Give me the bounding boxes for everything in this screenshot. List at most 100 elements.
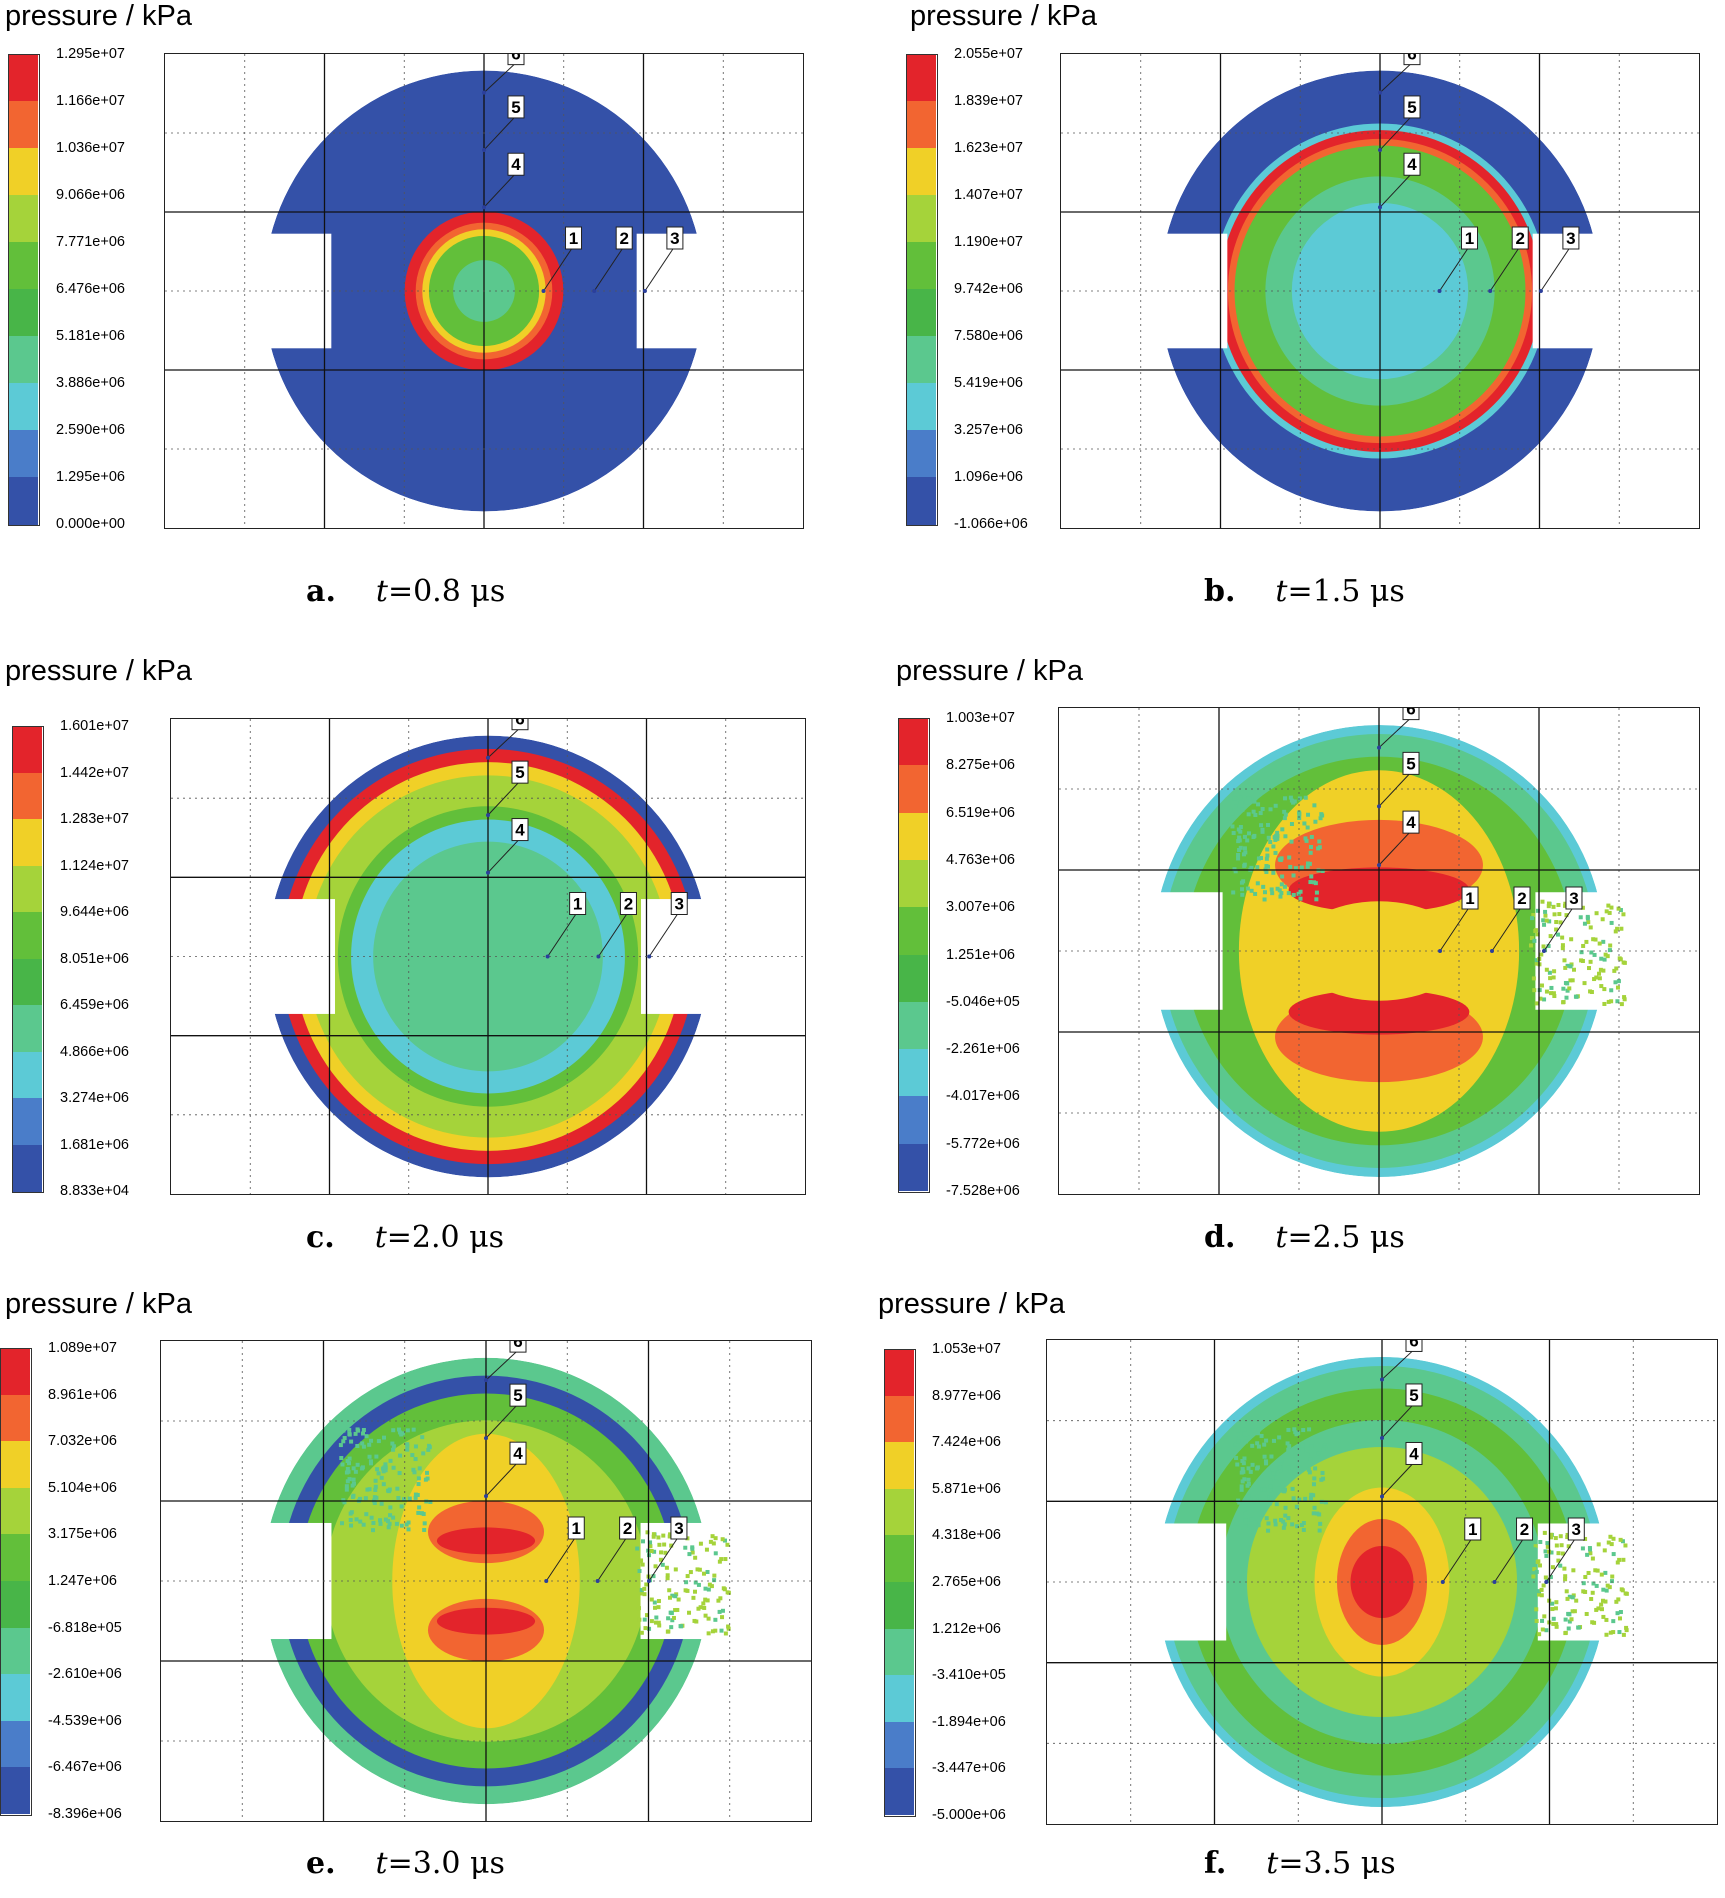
fragment [1241,852,1246,857]
gauge-marker-label: 4 [1406,813,1416,832]
fragment [649,1597,654,1602]
panel-a: pressure / kPa 1.295e+07 1.166e+07 1.036e+… [0,0,862,630]
fragment [1607,910,1612,915]
fragment [1286,891,1291,896]
fragment [1230,824,1235,829]
gauge-marker-label: 2 [623,1519,632,1538]
fragment [1264,869,1269,874]
fragment [406,1520,411,1525]
fragment [723,1631,728,1636]
fragment [1307,1427,1312,1432]
fragment [651,1574,656,1579]
fragment [1549,1550,1554,1555]
fragment [1540,899,1545,904]
fragment [1289,839,1294,844]
fragment [1273,1518,1278,1523]
fragment [1243,1518,1248,1523]
fragment [634,1573,639,1578]
fragment [1237,1500,1242,1505]
fragment [1544,918,1549,923]
gauge-marker-label: 3 [674,1519,683,1538]
marker-leader [1491,908,1521,952]
fragment [1609,1542,1614,1547]
fragment-cloud [1230,795,1325,902]
fragment [1242,1456,1247,1461]
fragment [1232,796,1237,801]
fragment [697,1567,702,1572]
fragment [379,1501,384,1506]
fragment [1241,1461,1246,1466]
fragment [1260,806,1265,811]
fragment [667,1588,672,1593]
fragment-cloud [1531,1530,1629,1637]
fragment [717,1609,722,1614]
fragment [725,1590,730,1595]
fragment [1538,1539,1543,1544]
fragment [379,1475,384,1480]
fragment [719,1557,724,1562]
fragment [1289,821,1294,826]
fragment [1232,867,1237,872]
fragment [1275,886,1280,891]
colorbar-band [898,812,928,861]
colorbar-band [12,865,42,913]
marker-box [567,1516,585,1540]
fragment [1543,909,1548,914]
fragment [637,1569,642,1574]
fragment [412,1470,417,1475]
fragment [1552,969,1557,974]
fragment [1232,807,1237,812]
fragment [1613,929,1618,934]
colorbar-band [8,336,38,384]
colorbar-band [8,195,38,243]
fragment [398,1453,403,1458]
fragment [1274,1502,1279,1507]
fragment [347,1432,352,1437]
marker-leader [547,914,577,957]
colorbar-band [884,1442,914,1490]
fragment [1539,1593,1544,1598]
fragment [726,1626,731,1631]
colorbar-tick-label: 6.459e+06 [60,997,129,1013]
gauge-point [1380,1494,1384,1499]
gauge-point [1541,949,1546,953]
fragment [349,1523,354,1528]
fragment [1233,869,1238,874]
fragment [1281,1525,1286,1530]
colorbar-tick-label: 4.763e+06 [946,851,1015,868]
fragment [1596,1606,1601,1611]
fragment [1317,1528,1322,1533]
colorbar-tick-label: 1.036e+07 [56,140,125,156]
fragment [1309,1444,1314,1449]
fragment [1262,1454,1267,1459]
fragment [1588,989,1593,994]
fragment [1618,1610,1623,1615]
marker-box [511,719,529,731]
marker-leader [483,174,515,208]
fragment [1290,1486,1295,1491]
fragment [1537,988,1542,993]
colorbar-band [0,1394,30,1442]
fragment [1554,920,1559,925]
fragment [1565,1535,1570,1540]
fragment [1264,1461,1269,1466]
fragment [1582,921,1587,926]
fragment [1261,884,1266,889]
fragment [656,1620,661,1625]
colorbar-band [906,54,936,102]
fragment [1570,978,1575,983]
fragment [374,1454,379,1459]
fragment [1622,995,1627,1000]
colorbar-tick-label: 5.871e+06 [932,1480,1001,1497]
fragment [670,1593,675,1598]
fragment [354,1517,359,1522]
fragment [1591,1581,1596,1586]
fragment [1609,988,1614,993]
fragment [688,1570,693,1575]
fragment [1230,811,1235,816]
fragment [1594,1583,1599,1588]
marker-box [670,892,688,915]
fragment [651,1532,656,1537]
fragment [1541,918,1546,923]
fragment [1544,1628,1549,1633]
